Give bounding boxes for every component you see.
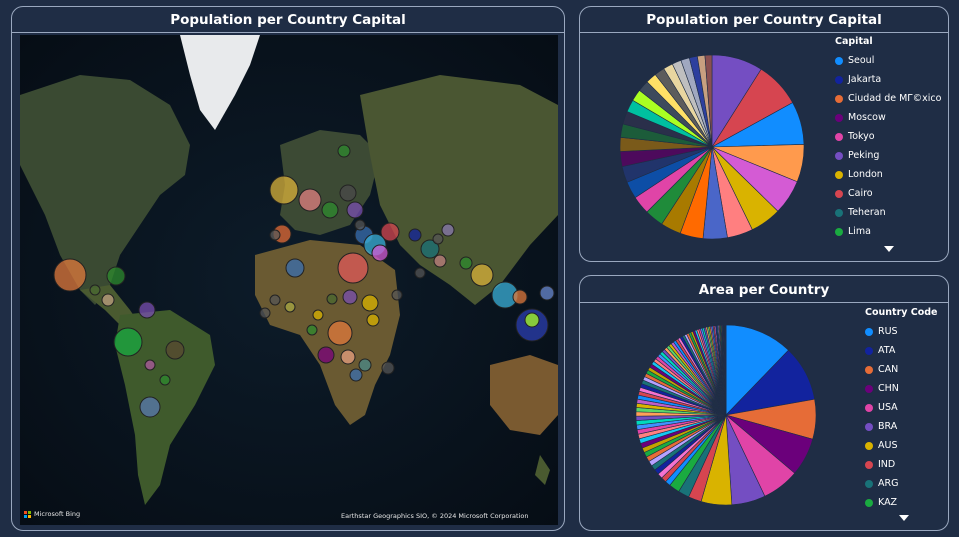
legend-label: Seoul [848,55,875,66]
legend-item[interactable]: Ciudad de MΓ©xico [835,89,941,108]
legend-item[interactable]: ARG [865,474,938,493]
title-divider [580,32,948,33]
legend-item[interactable]: Jakarta [835,70,941,89]
legend-swatch [835,170,843,179]
legend-title: Capital [835,36,873,47]
landmass-new-zealand [535,455,550,485]
landmass-asia [360,75,558,305]
legend-item[interactable]: Moscow [835,108,941,127]
legend-item[interactable]: Teheran [835,203,941,222]
legend-label: Peking [848,150,880,161]
legend-item[interactable]: USA [865,398,938,417]
landmass-south-america [115,310,215,505]
capital-legend: Capital Seoul Jakarta Ciudad de MΓ©xico Mos… [835,36,941,241]
legend-item[interactable]: Lima [835,222,941,241]
legend-item[interactable]: RUS [865,322,938,341]
legend-label: RUS [878,326,898,337]
legend-label: Ciudad de MΓ©xico [848,93,942,104]
country-code-legend: Country Code RUS ATA CAN CHN USA BRA AUS IND ARG… [865,307,938,512]
legend-swatch [865,346,873,355]
legend-label: Moscow [848,112,886,123]
legend-swatch [865,365,873,374]
legend-label: KAZ [878,497,898,508]
bing-label: Microsoft Bing [34,510,81,518]
landmass-africa [255,240,400,425]
legend-label: London [848,169,883,180]
legend-item[interactable]: AUS [865,436,938,455]
bing-logo: Microsoft Bing [24,510,80,518]
bubble-lima [113,327,143,357]
legend-label: Lima [848,226,872,237]
population-pie-panel: Population per Country Capital Capital S… [579,6,949,262]
legend-label: Teheran [848,207,886,218]
bubble-mexico-city [53,258,87,292]
legend-label: BRA [878,421,898,432]
bubble-london [269,175,299,205]
legend-swatch [865,441,873,450]
legend-swatch [835,208,843,217]
title-divider [12,32,564,33]
world-map[interactable]: Microsoft Bing Earthstar Geographics SIO… [20,35,558,525]
legend-swatch [835,75,843,84]
legend-label: AUS [878,440,898,451]
legend-swatch [865,384,873,393]
bubble-caribbean [106,266,126,286]
legend-label: ATA [878,345,896,356]
legend-swatch [835,151,843,160]
pie-slice[interactable] [704,55,713,148]
landmass-north-america [20,75,190,305]
legend-swatch [865,422,873,431]
landmass-greenland [180,35,260,130]
map-title: Population per Country Capital [170,12,406,28]
area-pie-title: Area per Country [698,282,830,298]
legend-swatch [865,327,873,336]
legend-scroll-down-icon[interactable] [884,246,894,252]
legend-swatch [835,189,843,198]
capital-bubbles [53,144,555,418]
bubble-cairo [337,252,369,284]
map-svg [20,35,558,525]
landmass-australia [490,355,558,435]
legend-label: Tokyo [848,131,875,142]
legend-swatch [865,479,873,488]
legend-item[interactable]: BRA [865,417,938,436]
legend-title: Country Code [865,307,938,318]
legend-item[interactable]: CAN [865,360,938,379]
legend-item[interactable]: IND [865,455,938,474]
legend-label: USA [878,402,898,413]
legend-scroll-down-icon[interactable] [899,515,909,521]
legend-item[interactable]: KAZ [865,493,938,512]
area-pie-chart[interactable] [636,325,816,505]
legend-swatch [865,403,873,412]
legend-label: Jakarta [848,74,882,85]
legend-item[interactable]: London [835,165,941,184]
area-pie-panel: Area per Country Country Code RUS ATA CAN C… [579,275,949,531]
population-pie-chart[interactable] [620,55,804,239]
population-pie-title: Population per Country Capital [646,12,882,28]
legend-label: ARG [878,478,899,489]
legend-swatch [835,94,843,103]
legend-item[interactable]: CHN [865,379,938,398]
legend-item[interactable]: Peking [835,146,941,165]
legend-swatch [835,113,843,122]
bubble-buenos-aires [139,396,161,418]
legend-label: CAN [878,364,899,375]
legend-item[interactable]: Cairo [835,184,941,203]
legend-swatch [835,56,843,65]
map-attribution[interactable]: Earthstar Geographics SIO, © 2024 Micros… [341,512,529,520]
legend-swatch [865,498,873,507]
legend-label: IND [878,459,896,470]
pie-slice[interactable] [725,325,789,416]
legend-swatch [835,132,843,141]
legend-swatch [835,227,843,236]
legend-item[interactable]: Seoul [835,51,941,70]
windows-icon [24,510,31,518]
legend-label: CHN [878,383,899,394]
legend-swatch [865,460,873,469]
title-divider [580,302,948,303]
legend-item[interactable]: Tokyo [835,127,941,146]
legend-label: Cairo [848,188,873,199]
legend-item[interactable]: ATA [865,341,938,360]
